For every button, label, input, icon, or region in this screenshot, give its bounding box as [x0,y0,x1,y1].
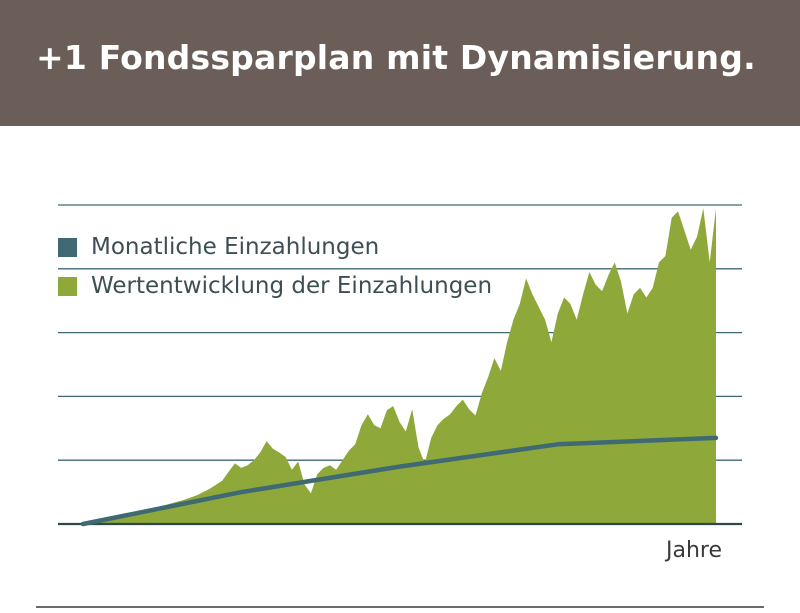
line-series-monthly-payments [80,435,719,527]
legend-item-performance: Wertentwicklung der Einzahlungen [58,271,492,301]
legend-item-monthly-payments: Monatliche Einzahlungen [58,232,379,262]
legend-swatch-performance [58,276,77,296]
page-title: +1 Fondssparplan mit Dynamisierung. [36,38,756,77]
footer-divider [36,606,764,608]
legend-label-performance: Wertentwicklung der Einzahlungen [91,273,493,299]
x-axis-label: Jahre [666,538,723,563]
legend-label-monthly-payments: Monatliche Einzahlungen [91,234,380,260]
title-banner: +1 Fondssparplan mit Dynamisierung. [0,0,800,126]
legend-swatch-monthly-payments [58,237,77,257]
